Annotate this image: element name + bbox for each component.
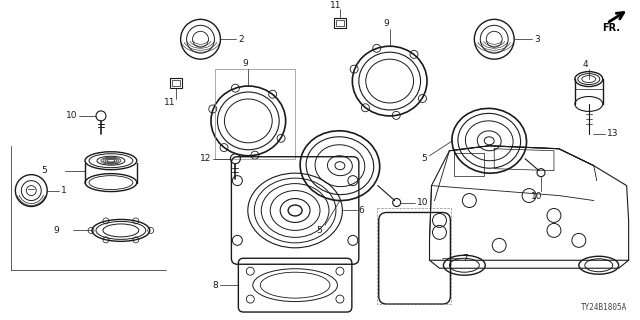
Text: 10: 10 — [65, 111, 77, 120]
Text: 9: 9 — [53, 226, 59, 235]
Text: 8: 8 — [212, 281, 218, 290]
Text: 11: 11 — [330, 1, 342, 10]
Text: 1: 1 — [61, 186, 67, 195]
Text: 10: 10 — [417, 198, 428, 207]
Bar — [170, 78, 182, 88]
Text: 9: 9 — [384, 19, 390, 28]
Text: 4: 4 — [583, 60, 589, 69]
Text: FR.: FR. — [602, 23, 620, 33]
Text: 6: 6 — [359, 206, 365, 215]
Bar — [336, 20, 344, 26]
Text: 12: 12 — [200, 154, 211, 163]
Bar — [334, 18, 346, 28]
Text: 5: 5 — [41, 166, 47, 175]
Bar — [172, 80, 180, 86]
Text: 7: 7 — [462, 254, 468, 263]
Text: 5: 5 — [316, 226, 322, 235]
Text: 11: 11 — [164, 99, 175, 108]
Bar — [216, 69, 295, 159]
Text: 3: 3 — [534, 35, 540, 44]
Text: 13: 13 — [607, 129, 618, 138]
Text: 10: 10 — [531, 192, 543, 201]
Text: 2: 2 — [238, 35, 244, 44]
Bar — [377, 209, 451, 304]
Text: TY24B1805A: TY24B1805A — [580, 303, 627, 312]
Text: 9: 9 — [243, 59, 248, 68]
Text: 5: 5 — [422, 154, 428, 163]
